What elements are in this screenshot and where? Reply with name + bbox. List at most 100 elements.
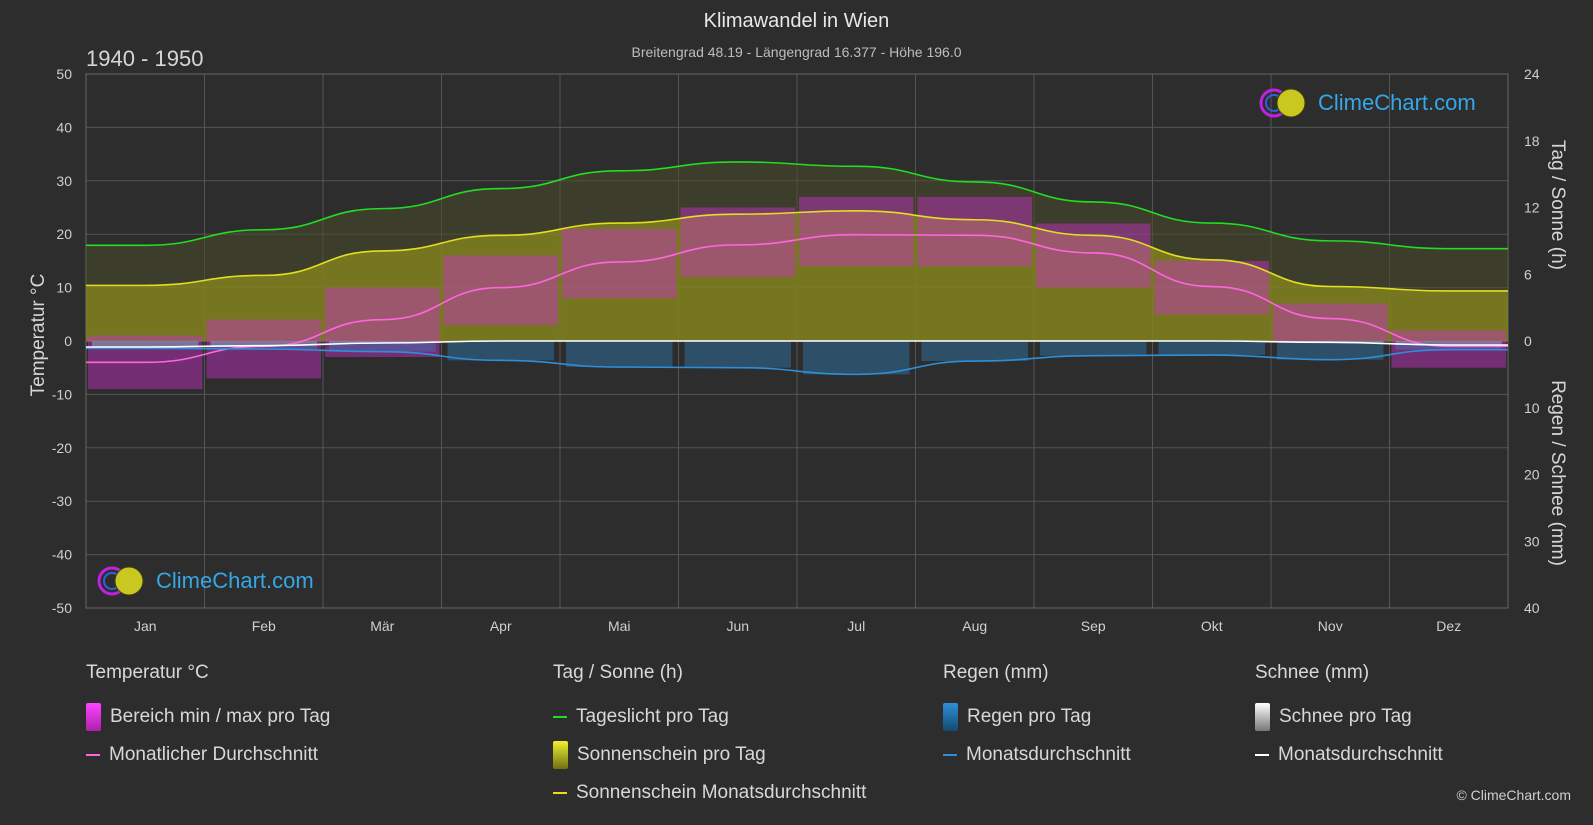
temp-range-bar [1154,260,1269,315]
legend-label: Bereich min / max pro Tag [110,706,331,727]
x-tick-month: Nov [1318,618,1343,634]
y-tick-right-precip: 20 [1524,467,1540,483]
y-tick-left: 10 [56,280,72,296]
temp-range-bar [917,196,1032,267]
y-axis-right-top-label: Tag / Sonne (h) [1547,140,1568,270]
x-tick-month: Dez [1436,618,1461,634]
y-tick-left: 50 [56,66,72,82]
rain-avg-line [85,347,1508,376]
legend-label: Schnee pro Tag [1279,706,1412,727]
rain-bar [803,341,910,375]
y-tick-right-sun: 12 [1524,200,1540,216]
sunshine-avg-line [86,210,1508,292]
logo-bottom[interactable]: ClimeChart.com [96,564,314,598]
rain-bar [921,341,1028,362]
legend-item: Regen pro Tag [943,698,1131,736]
period-label: 1940 - 1950 [86,46,204,71]
snow-bar [210,341,317,346]
line-swatch [553,716,567,718]
logo-icon [1259,88,1306,118]
y-tick-right-sun: 24 [1524,66,1540,82]
x-tick-month: Jul [847,618,865,634]
rain-bar [1158,341,1265,356]
y-tick-left: -30 [52,493,72,509]
temp-range-bar [562,228,677,299]
x-tick-month: Okt [1201,618,1223,634]
legend-snow-title: Schnee (mm) [1255,662,1370,683]
x-tick-month: Feb [252,618,276,634]
rain-bar [447,341,554,361]
chart-title: Klimawandel in Wien [703,10,890,32]
snow-bar [329,341,436,344]
x-tick-month: Mai [608,618,631,634]
y-tick-left: 0 [64,333,72,349]
y-tick-right-precip: 40 [1524,600,1540,616]
y-tick-right-precip: 30 [1524,533,1540,549]
legend-temp-title: Temperatur °C [86,662,209,683]
legend-sun-title: Tag / Sonne (h) [553,662,683,683]
y-tick-left: 20 [56,226,72,242]
legend-label: Monatlicher Durchschnitt [109,744,319,765]
temp-range-bar [1273,303,1388,341]
logo-text: ClimeChart.com [1318,90,1476,115]
legend-rain: Regen (mm) Regen pro Tag Monatsdurchschn… [943,662,1131,774]
temp-range-bar [799,196,914,267]
legend-sun: Tag / Sonne (h) Tageslicht pro Tag Sonne… [553,662,866,812]
y-tick-right-sun: 6 [1524,266,1532,282]
snow-bar [1395,341,1502,346]
legend-item: Sonnenschein Monatsdurchschnitt [553,774,866,812]
rain-bar [329,341,436,352]
logo-text: ClimeChart.com [156,568,314,593]
legend-label: Monatsdurchschnitt [1278,744,1443,765]
x-tick-month: Jun [726,618,749,634]
snow-avg-line [86,340,1508,348]
y-tick-left: -40 [52,547,72,563]
legend-label: Monatsdurchschnitt [966,744,1131,765]
legend-rain-title: Regen (mm) [943,662,1049,683]
legend-item: Sonnenschein pro Tag [553,736,866,774]
x-tick-month: Mär [370,618,394,634]
y-tick-left: -20 [52,440,72,456]
x-tick-month: Aug [962,618,987,634]
temp-range-bar [325,287,440,358]
legend-item: Monatsdurchschnitt [943,736,1131,774]
y-axis-left-label: Temperatur °C [28,274,49,397]
legend-item: Bereich min / max pro Tag [86,698,330,736]
rain-bar [1277,341,1384,360]
temp-avg-line [85,233,1508,364]
chart-ticks: 50 40 30 20 10 0 -10 -20 -30 -40 -50 24 18 12 6 0 10 20 30… [52,66,1540,634]
legend-snow: Schnee (mm) Schnee pro Tag Monatsdurchsc… [1255,662,1443,774]
legend-label: Regen pro Tag [967,706,1092,727]
rain-bar [566,341,673,368]
line-swatch [1255,754,1269,756]
y-tick-left: -10 [52,386,72,402]
y-tick-left: -50 [52,600,72,616]
legend-temperature: Temperatur °C Bereich min / max pro Tag … [86,662,330,774]
y-tick-right-precip: 10 [1524,400,1540,416]
rain-bar [684,341,791,368]
x-tick-month: Apr [490,618,512,634]
temp-range-bar [1036,223,1151,288]
y-tick-right-sun: 18 [1524,133,1540,149]
x-tick-month: Jan [134,618,157,634]
logo-icon [97,566,144,596]
logo-top[interactable]: ClimeChart.com [1258,86,1476,120]
chart-subtitle: Breitengrad 48.19 - Längengrad 16.377 - … [631,44,962,60]
legend-item: Tageslicht pro Tag [553,698,866,736]
rain-swatch [943,703,958,731]
daylight-line [86,161,1508,250]
line-swatch [943,754,957,756]
y-tick-left: 40 [56,119,72,135]
legend-label: Sonnenschein Monatsdurchschnitt [576,782,867,803]
y-axis-right-bottom-label: Regen / Schnee (mm) [1547,380,1568,566]
legend-item: Schnee pro Tag [1255,698,1443,736]
temp-range-bar [443,255,558,325]
chart-lines [85,161,1508,376]
snow-bar [92,341,199,348]
legend-item: Monatsdurchschnitt [1255,736,1443,774]
copyright: © ClimeChart.com [1456,787,1571,803]
range-swatch [86,703,101,731]
y-tick-left: 30 [56,173,72,189]
legend-label: Sonnenschein pro Tag [577,744,766,765]
